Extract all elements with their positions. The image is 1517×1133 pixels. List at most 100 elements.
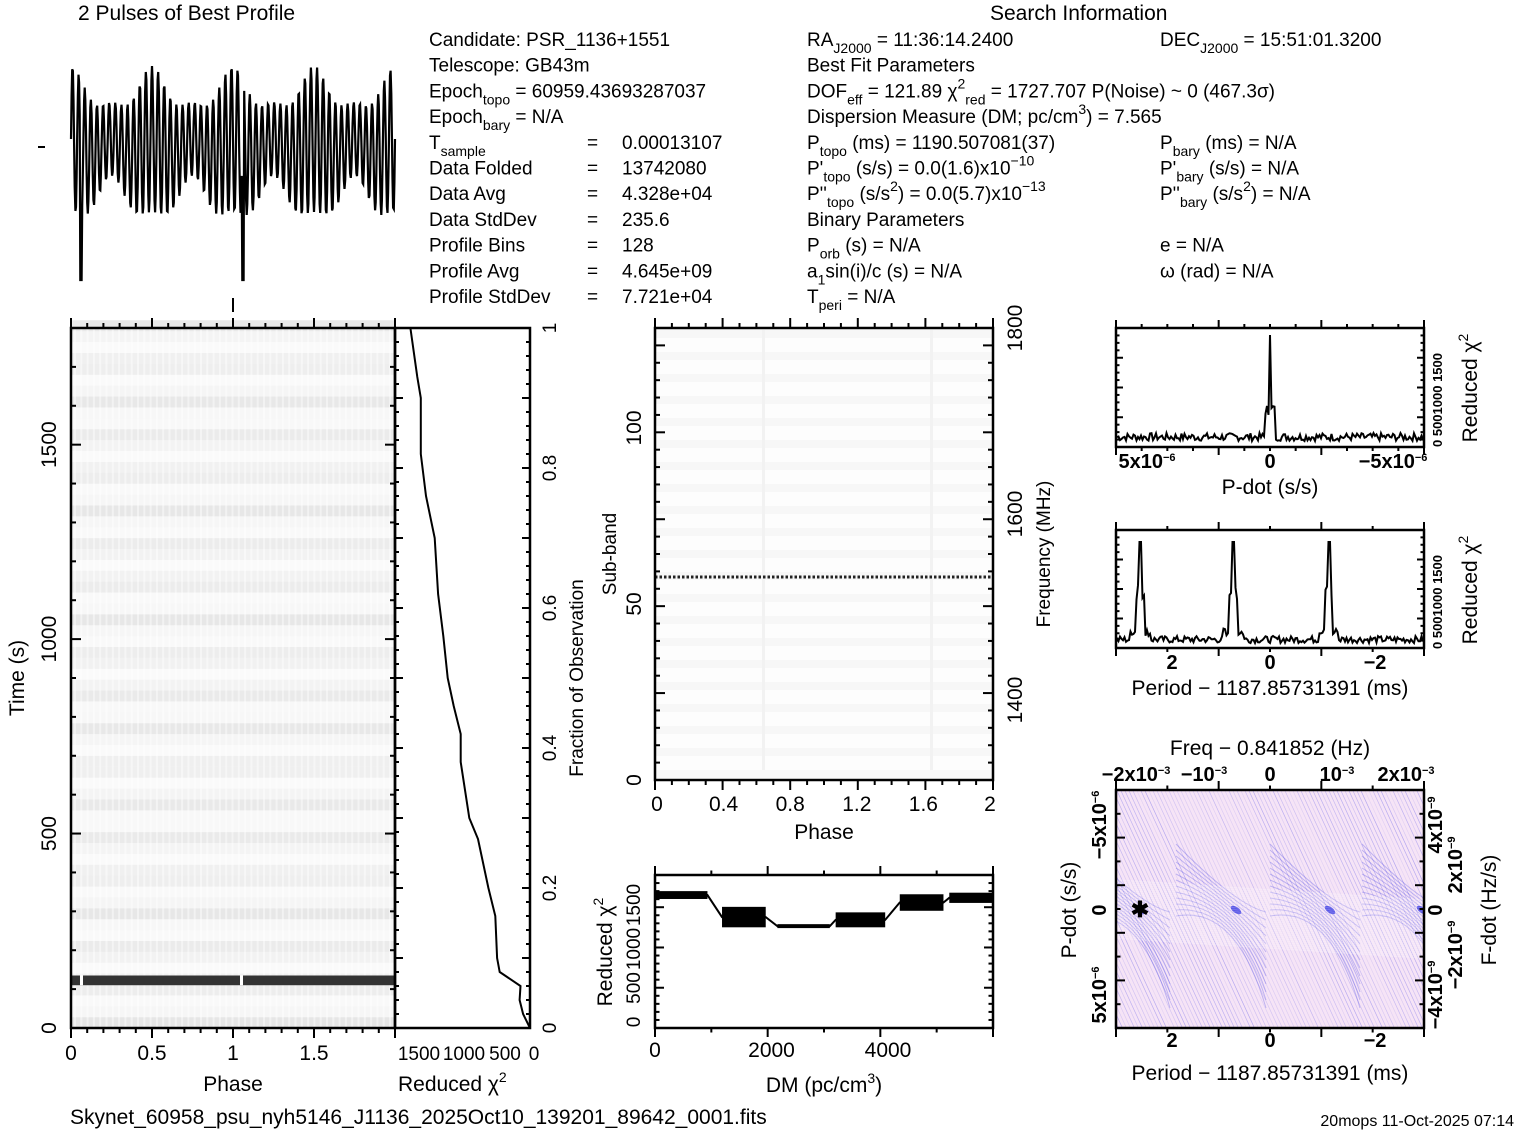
info-segment: red bbox=[965, 91, 985, 107]
info-segment: 13742080 bbox=[622, 159, 707, 180]
texture-line bbox=[928, 780, 1048, 1040]
texture-line bbox=[1404, 790, 1424, 833]
info-segment: Data Avg bbox=[429, 184, 506, 205]
y2-tick-label: 1800 bbox=[1004, 305, 1027, 352]
subint-row bbox=[71, 734, 395, 745]
texture-line bbox=[1240, 790, 1351, 1028]
subband-ticks: 0 0.4 0.8 1.2 1.6 2 0 50 100 1400 1600 1800 bbox=[623, 305, 1027, 816]
x-tick-label: 1.2 bbox=[842, 793, 871, 816]
tick-base: −10 bbox=[1181, 764, 1215, 786]
info-segment: peri bbox=[819, 297, 842, 313]
subint-row bbox=[71, 646, 395, 658]
phase-stripe bbox=[319, 328, 322, 1028]
ylabel-text: Reduced χ bbox=[594, 905, 617, 1006]
info-segment: J2000 bbox=[1200, 40, 1238, 56]
phase-stripe bbox=[332, 328, 335, 1028]
subint-row bbox=[71, 940, 395, 952]
x-tick-label: 0 bbox=[1264, 652, 1275, 674]
info-segment: sin(i)/c (s) = N/A bbox=[825, 261, 962, 282]
texture-line bbox=[1116, 909, 1171, 1028]
subint-row bbox=[71, 842, 395, 854]
info-segment: topo bbox=[823, 169, 850, 185]
texture-line bbox=[1392, 790, 1424, 859]
phase-stripe bbox=[86, 328, 89, 1028]
subband-row bbox=[655, 440, 993, 448]
texture-line bbox=[1168, 790, 1279, 1028]
texture-line bbox=[1224, 790, 1335, 1028]
info-segment: Profile Avg bbox=[429, 261, 519, 282]
subint-row bbox=[71, 559, 395, 571]
band-gap bbox=[80, 975, 83, 986]
tick-exp: −9 bbox=[1426, 796, 1438, 809]
tick-exp: −6 bbox=[1163, 452, 1176, 464]
time-phase-xlabel: Phase bbox=[203, 1073, 263, 1096]
ridge-curve bbox=[1175, 909, 1267, 1001]
phase-stripe bbox=[124, 328, 127, 1028]
phase-stripe bbox=[250, 328, 253, 1028]
subband-row bbox=[655, 330, 993, 338]
texture-line bbox=[1376, 790, 1424, 894]
tick-exp: −6 bbox=[1090, 966, 1102, 979]
pdot-ticks: 5x10−6 0 −5x10−6 bbox=[1115, 320, 1427, 473]
subint-row bbox=[71, 374, 395, 386]
subband-row bbox=[655, 374, 993, 382]
subint-row bbox=[71, 581, 395, 593]
info-right-line: Pbary (ms) = N/A bbox=[1160, 133, 1297, 159]
tick-exp: −3 bbox=[1215, 765, 1228, 777]
light-band bbox=[1116, 897, 1424, 919]
light-band bbox=[1116, 909, 1424, 931]
light-band bbox=[1116, 931, 1424, 953]
profile-line bbox=[69, 65, 397, 282]
ridge-curve bbox=[1269, 861, 1361, 937]
tick-base: −4x10 bbox=[1425, 973, 1447, 1029]
subint-row bbox=[71, 342, 395, 353]
xlabel-sup: 2 bbox=[499, 1069, 507, 1085]
info-middle-line: Ptopo (ms) = 1190.507081(37) bbox=[807, 133, 1055, 159]
ridge-curve bbox=[1269, 891, 1361, 977]
phase-stripe bbox=[168, 328, 171, 1028]
info-segment: = 1727.707 P(Noise) ~ 0 (467.3σ) bbox=[985, 81, 1275, 102]
x-tick-label: 2 bbox=[1166, 652, 1177, 674]
info-segment: P bbox=[807, 236, 820, 257]
texture-line bbox=[1296, 790, 1407, 1028]
subband-row bbox=[655, 704, 993, 712]
texture-line bbox=[1116, 874, 1187, 1028]
subint-row bbox=[71, 494, 395, 506]
ylabel-sup: 2 bbox=[1455, 535, 1471, 543]
info-segment: sample bbox=[441, 143, 486, 159]
texture-line bbox=[1244, 790, 1355, 1028]
period-ytick-labels: 0 5001000 1500 bbox=[1430, 555, 1445, 649]
y-tick-label: 1000 bbox=[38, 616, 61, 663]
frequency-ylabel: Frequency (MHz) bbox=[1034, 481, 1055, 628]
x-tick-label: 0 bbox=[1264, 451, 1275, 473]
texture-line bbox=[936, 780, 1056, 1040]
subint-row bbox=[71, 625, 395, 637]
info-segment: a bbox=[807, 261, 818, 282]
peak-blob bbox=[1134, 905, 1146, 915]
time-phase-ticks: 0 0.5 1 1.5 0 500 1000 1500 bbox=[38, 318, 396, 1065]
x-tick-label: 0.5 bbox=[137, 1042, 166, 1065]
phase-stripe bbox=[212, 328, 215, 1028]
info-segment: bary bbox=[1176, 169, 1203, 185]
heatmap-y2label: F-dot (Hz/s) bbox=[1478, 855, 1501, 966]
texture-line bbox=[1372, 790, 1424, 903]
texture-line bbox=[1228, 790, 1339, 1028]
subint-row bbox=[71, 864, 395, 876]
subint-row bbox=[71, 636, 395, 647]
y-tick-label: 1 bbox=[540, 323, 561, 334]
phase-stripe bbox=[200, 328, 202, 1028]
profile-title: 2 Pulses of Best Profile bbox=[78, 2, 295, 25]
ridge-curve bbox=[1175, 897, 1267, 985]
texture-line bbox=[952, 780, 1072, 1040]
ridge-curve bbox=[1269, 885, 1361, 969]
texture-line bbox=[1116, 961, 1147, 1028]
phase-stripe bbox=[237, 328, 240, 1028]
ridge-curve bbox=[1116, 913, 1171, 993]
info-segment: Epoch bbox=[429, 81, 483, 102]
tick-base: −2x10 bbox=[1445, 933, 1467, 989]
x2-tick-label: 10−3 bbox=[1320, 764, 1355, 786]
info-segment: = bbox=[587, 133, 598, 154]
texture-line bbox=[1116, 883, 1183, 1028]
